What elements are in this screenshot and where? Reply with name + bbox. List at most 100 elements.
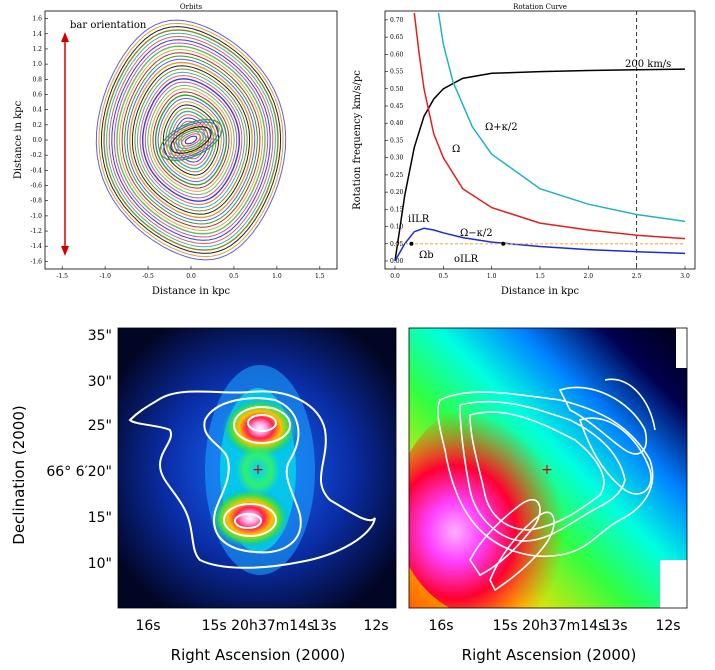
orbit-curve <box>103 29 279 251</box>
orbits-x-tick-label: 0.0 <box>186 273 196 280</box>
orbits-y-tick-label: 0.6 <box>32 91 42 98</box>
dec-tick-15: 15" <box>88 510 112 526</box>
rotation-y-tick-label: 0.50 <box>390 86 404 93</box>
orbits-x-tick-label: -0.5 <box>142 273 154 280</box>
rotation-y-tick-label: 0.55 <box>390 69 404 76</box>
bar-orientation-arrow <box>61 32 69 256</box>
orbit-curve <box>141 78 241 202</box>
omega-minus-label: Ω−κ/2 <box>460 228 493 239</box>
rotation-plot-frame <box>384 10 696 270</box>
orbit-curve <box>118 48 264 232</box>
iilr-label: iILR <box>408 214 430 225</box>
series-line-2 <box>413 12 686 240</box>
omega-label: Ω <box>452 144 460 155</box>
orbit-curve <box>144 81 238 199</box>
declination-ticks: 35" 30" 25" 66° 6′20" 15" 10" <box>46 328 112 572</box>
omega-b-label: Ωb <box>419 250 434 261</box>
orbit-curve <box>100 26 282 254</box>
declination-label: Declination (2000) <box>10 405 28 544</box>
orbit-curve <box>98 22 284 258</box>
orbits-plot-frame <box>44 10 338 270</box>
rotation-x-ticks: 0.0 0.5 1.0 1.5 2.0 2.5 3.0 <box>390 266 690 280</box>
orbit-curve <box>121 52 261 228</box>
rotation-series <box>394 11 686 269</box>
orbit-curve <box>108 35 274 245</box>
orbits-x-tick-label: 0.5 <box>229 273 239 280</box>
dec-tick-10: 10" <box>88 556 112 572</box>
orbit-curve <box>134 68 248 212</box>
inner-orbit-curve <box>159 119 223 161</box>
orbits-y-tick-label: 1.4 <box>32 31 42 38</box>
orbit-curves <box>95 19 287 261</box>
orbits-x-tick-label: -1.5 <box>56 273 68 280</box>
orbit-curve <box>154 94 228 186</box>
ra-label-left: Right Ascension (2000) <box>171 646 346 664</box>
rotation-y-tick-label: 0.15 <box>390 206 404 213</box>
ra-ticks-left: 16s 15s 20h37m14s 13s 12s <box>135 618 388 634</box>
iilr-point <box>409 241 414 246</box>
rotation-x-tick-label: 0.0 <box>390 273 400 280</box>
orbit-curve <box>131 65 251 215</box>
orbits-panel: Orbits -1.5 -1.0 -0.5 0.0 0.5 1.0 1.5 1.61.41.… <box>13 3 338 297</box>
dec-tick-35: 35" <box>88 328 112 344</box>
rotation-y-label: Rotation frequency km/s/pc <box>352 70 363 210</box>
rotation-y-tick-label: 0.60 <box>390 51 404 58</box>
orbits-y-tick-label: -1.0 <box>30 213 42 220</box>
inner-orbit-curve <box>163 121 219 159</box>
orbit-curve <box>95 19 287 261</box>
orbits-y-tick-label: 1.6 <box>32 16 42 23</box>
ra-tick-16-left: 16s <box>135 618 160 634</box>
orbit-curve <box>116 45 266 235</box>
orbit-curve <box>136 71 246 209</box>
rotation-y-tick-label: 0.00 <box>390 258 404 265</box>
orbit-curve <box>160 101 222 179</box>
rotation-curve-panel: Rotation Curve 0.0 0.5 1.0 1.5 2.0 2.5 3.0 0.0… <box>352 3 696 297</box>
rotation-y-tick-label: 0.20 <box>390 189 404 196</box>
inner-orbit-curve <box>173 128 209 152</box>
series-line-3 <box>394 227 686 262</box>
ra-tick-15-14-right: 15s 20h37m14s <box>493 618 606 634</box>
orbits-y-tick-label: -0.8 <box>30 198 42 205</box>
orbit-curve <box>152 91 230 189</box>
orbits-y-tick-label: 1.0 <box>32 61 42 68</box>
orbits-x-ticks: -1.5 -1.0 -0.5 0.0 0.5 1.0 1.5 <box>56 266 325 280</box>
orbits-y-ticks: 1.6 1.4 1.2 1.0 0.8 0.6 0.4 0.2 0.0 -0.2 -0.4 -0.6 -… <box>30 16 48 265</box>
ra-label-right: Right Ascension (2000) <box>462 646 637 664</box>
orbits-y-tick-label: 1.2 <box>32 46 42 53</box>
orbit-curve <box>170 114 212 166</box>
rotation-x-tick-label: 2.5 <box>632 273 642 280</box>
orbits-x-tick-label: -1.0 <box>99 273 111 280</box>
inner-orbit-curve <box>177 130 205 150</box>
orbit-curve <box>149 88 233 192</box>
orbits-title: Orbits <box>180 3 203 11</box>
intensity-contours <box>128 390 376 569</box>
rotation-y-tick-label: 0.10 <box>390 224 404 231</box>
bar-orientation-label: bar orientation <box>70 20 147 31</box>
ra-tick-12-right: 12s <box>655 618 680 634</box>
orbits-y-tick-label: 0.8 <box>32 76 42 83</box>
velocity-label: 200 km/s <box>625 59 671 70</box>
orbits-x-label: Distance in kpc <box>152 286 231 297</box>
orbit-curve <box>111 39 271 241</box>
orbits-y-tick-label: 0.0 <box>32 137 42 144</box>
inner-orbit-curve <box>170 126 212 154</box>
inner-orbit-curve <box>184 135 198 145</box>
rotation-title: Rotation Curve <box>513 3 567 11</box>
velocity-map: + <box>409 328 687 608</box>
orbit-curve <box>129 61 253 219</box>
orbit-curve <box>124 55 258 225</box>
dec-tick-25: 25" <box>88 418 112 434</box>
center-marker-left: + <box>252 462 264 478</box>
omega-plus-label: Ω+κ/2 <box>485 122 518 133</box>
rotation-x-tick-label: 3.0 <box>680 273 690 280</box>
orbit-curve <box>139 75 243 205</box>
series-line-1 <box>437 12 686 223</box>
rotation-y-tick-label: 0.70 <box>390 17 404 24</box>
rotation-x-tick-label: 1.0 <box>487 273 497 280</box>
orbit-curve <box>147 84 235 196</box>
rotation-x-tick-label: 2.0 <box>584 273 594 280</box>
rotation-x-label: Distance in kpc <box>501 286 580 297</box>
dec-tick-30: 30" <box>88 374 112 390</box>
rotation-x-tick-label: 0.5 <box>439 273 449 280</box>
inner-orbit-curve <box>181 133 201 147</box>
